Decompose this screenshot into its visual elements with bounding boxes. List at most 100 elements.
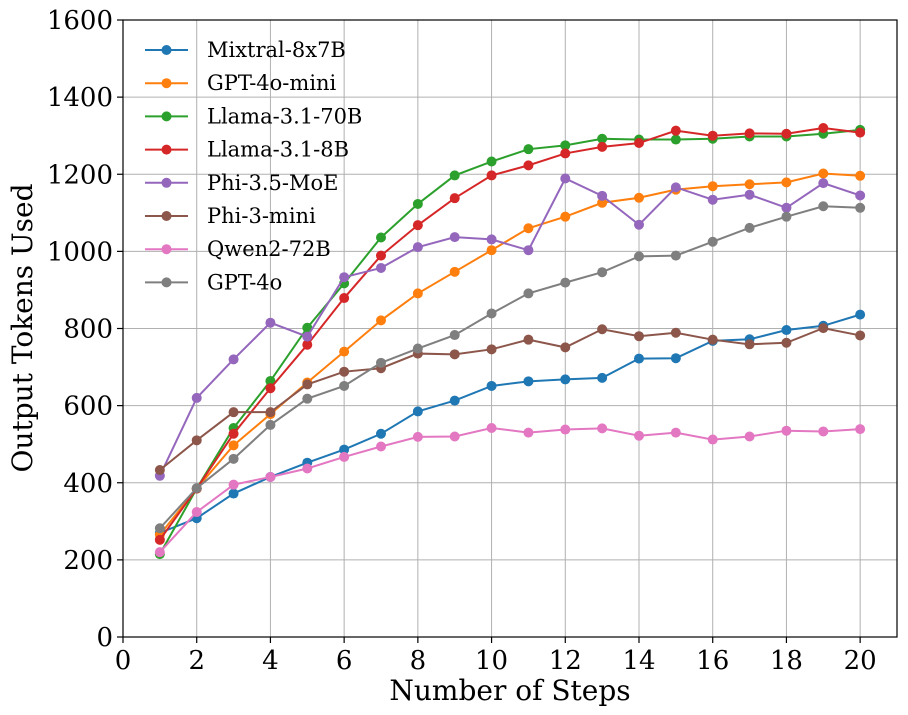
legend: Mixtral-8x7B GPT-4o-mini Llama-3.1-70B Llam… — [145, 38, 362, 294]
data-point — [302, 331, 313, 342]
data-point — [634, 219, 644, 230]
legend-item: Llama-3.1-70B — [145, 104, 362, 128]
data-point — [412, 198, 423, 209]
data-point — [744, 431, 755, 442]
data-point — [265, 419, 276, 430]
legend-marker — [161, 244, 172, 255]
legend-marker — [161, 45, 172, 55]
data-point — [339, 346, 350, 357]
data-point — [560, 277, 571, 288]
data-point — [302, 339, 313, 350]
data-point — [744, 339, 755, 350]
data-point — [523, 144, 534, 155]
data-point — [486, 422, 497, 433]
data-point — [228, 428, 239, 439]
y-tick-label: 800 — [63, 315, 113, 345]
legend-label: GPT-4o — [207, 270, 282, 294]
series-line — [159, 205, 861, 529]
data-point — [449, 232, 460, 243]
data-point — [412, 220, 423, 231]
data-point — [339, 380, 350, 391]
data-point — [818, 201, 829, 212]
data-point — [855, 190, 866, 201]
data-point — [670, 250, 681, 261]
x-tick-label: 18 — [770, 646, 803, 676]
data-point — [560, 148, 571, 159]
data-point — [744, 128, 755, 139]
data-point — [412, 406, 423, 417]
x-axis-title: Number of Steps — [389, 674, 630, 707]
series-line — [158, 128, 861, 555]
legend-item: GPT-4o — [145, 270, 282, 294]
y-tick-label: 1000 — [47, 237, 113, 267]
data-point — [523, 160, 534, 171]
data-point — [597, 372, 608, 383]
legend-item: Llama-3.1-8B — [145, 138, 349, 162]
data-point — [154, 534, 165, 545]
y-tick-label: 200 — [63, 546, 113, 576]
data-point — [707, 130, 718, 141]
data-point — [265, 317, 276, 328]
data-point — [449, 395, 460, 406]
data-point — [523, 223, 534, 234]
axis-ticks: 0 2 4 6 8 10 12 14 16 18 2002004006008001000120014… — [47, 6, 877, 676]
data-point — [855, 202, 866, 213]
y-axis-title: Output Tokens Used — [6, 183, 39, 472]
legend-label: Mixtral-8x7B — [207, 38, 346, 62]
data-point — [486, 344, 497, 355]
data-point — [781, 325, 792, 336]
data-point — [707, 334, 718, 345]
data-point — [855, 127, 866, 138]
data-point — [302, 463, 313, 474]
data-point — [339, 366, 350, 377]
series-Qwen2-72B — [154, 422, 866, 558]
data-point — [560, 211, 571, 222]
series-GPT-4o — [154, 201, 866, 534]
x-tick-label: 16 — [696, 646, 729, 676]
y-tick-label: 1400 — [47, 83, 113, 113]
data-point — [597, 324, 608, 335]
series-line — [159, 126, 861, 541]
data-point — [302, 379, 313, 390]
data-point — [818, 168, 829, 179]
data-point — [412, 242, 423, 253]
data-point — [154, 547, 165, 558]
data-point — [781, 425, 792, 436]
data-point — [670, 327, 681, 338]
data-point — [339, 444, 350, 455]
series-GPT-4o-mini — [154, 168, 866, 540]
y-tick-label: 1600 — [47, 6, 113, 36]
data-point — [855, 330, 866, 341]
x-tick-label: 14 — [622, 646, 655, 676]
data-point — [597, 133, 608, 144]
data-point — [265, 375, 276, 386]
data-point — [781, 337, 792, 348]
x-tick-label: 6 — [336, 646, 353, 676]
data-point — [265, 383, 276, 394]
data-point — [154, 465, 165, 476]
data-point — [818, 323, 829, 334]
data-point — [634, 251, 644, 262]
data-point — [818, 178, 829, 189]
data-point — [707, 181, 718, 192]
data-point — [634, 138, 644, 149]
data-point — [523, 376, 534, 387]
data-point — [449, 330, 460, 341]
x-tick-label: 10 — [475, 646, 508, 676]
data-point — [449, 431, 460, 442]
data-point — [376, 357, 386, 368]
data-point — [560, 342, 571, 353]
data-point — [339, 293, 350, 304]
x-tick-label: 0 — [115, 646, 132, 676]
legend-marker — [161, 144, 172, 155]
data-point — [228, 479, 239, 490]
data-point — [560, 173, 571, 184]
data-point — [855, 424, 866, 435]
legend-label: Phi-3.5-MoE — [207, 171, 338, 195]
y-tick-label: 1200 — [47, 160, 113, 190]
data-point — [339, 272, 350, 283]
data-point — [634, 430, 644, 441]
legend-marker — [161, 111, 172, 122]
data-point — [781, 202, 792, 213]
data-point — [449, 349, 460, 360]
